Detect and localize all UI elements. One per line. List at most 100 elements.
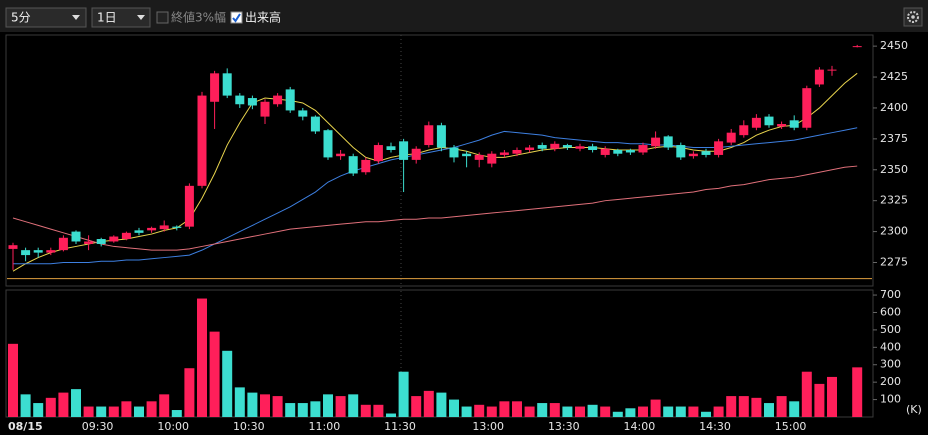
volume-bar [675, 406, 686, 417]
candle-body [714, 141, 724, 155]
volume-bar [335, 396, 346, 417]
y-tick-label: 2300 [880, 225, 908, 238]
volume-bar [814, 383, 825, 417]
volume-bar [234, 387, 245, 417]
dropdown-arrow [72, 15, 80, 20]
y-tick-label: 100 [880, 393, 901, 406]
volume-bar [789, 401, 800, 417]
volume-bar [852, 367, 863, 417]
price-panel [5, 34, 874, 287]
candle-body [84, 241, 94, 244]
candle-body [361, 159, 371, 173]
volume-bar [171, 410, 182, 417]
volume-bar [738, 396, 749, 417]
y-tick-label: 2425 [880, 70, 908, 83]
range-select[interactable] [91, 7, 151, 28]
volume-bar [612, 411, 623, 417]
candle-body [688, 153, 698, 157]
volume-bar [776, 396, 787, 417]
volume-bar [323, 394, 333, 417]
x-tick-label: 14:30 [699, 420, 731, 433]
y-tick-label: 300 [880, 358, 901, 371]
candle-body [424, 125, 434, 146]
candle-body [777, 124, 787, 127]
volume-bar [499, 401, 510, 417]
x-tick-label: 10:30 [233, 420, 265, 433]
candle-body [222, 73, 232, 96]
candle-body [172, 226, 182, 228]
y-tick-label: 2450 [880, 39, 908, 52]
y-tick-label: 2275 [880, 256, 908, 269]
candle-body [134, 230, 144, 233]
candle-body [449, 147, 459, 158]
volume-bar [348, 394, 359, 417]
volume-bar [423, 390, 434, 417]
candle-body [159, 225, 169, 230]
volume-bar [146, 401, 157, 417]
candle-body [550, 143, 560, 149]
candle-body [613, 149, 623, 154]
interval-select[interactable] [5, 7, 87, 28]
candle-body [487, 153, 497, 164]
candle-body [71, 231, 81, 242]
candle-body [373, 145, 383, 162]
candle-body [827, 69, 837, 71]
interval-value: 5分 [11, 11, 31, 25]
volume-bar [549, 403, 560, 417]
candle-body [764, 116, 774, 126]
volume-bar [575, 406, 585, 417]
volume-bar [297, 403, 308, 417]
candle-body [109, 236, 119, 242]
volume-bar [638, 406, 648, 417]
volume-bar [96, 406, 107, 417]
volume-bar [310, 401, 321, 417]
moving-average-line [12, 165, 858, 251]
candle-body [802, 88, 812, 128]
volume-bar [663, 406, 674, 417]
volume-bar [449, 399, 459, 417]
volume-bar [360, 404, 371, 417]
candle-body [751, 117, 761, 128]
y-tick-label: 400 [880, 340, 901, 353]
checkbox-volume[interactable] [230, 11, 243, 24]
candle-body [625, 149, 635, 153]
volume-bar [486, 406, 497, 417]
volume-bar [33, 403, 44, 417]
volume-bar [562, 406, 573, 417]
candle-body [235, 95, 245, 105]
candle-body [638, 145, 648, 153]
volume-bar [285, 403, 296, 417]
y-tick-label: 2375 [880, 132, 908, 145]
candle-body [562, 145, 572, 148]
volume-bar [222, 350, 233, 417]
checkbox-label: 終値3%幅 [171, 10, 226, 25]
candle-body [739, 125, 749, 136]
volume-bar [71, 389, 81, 417]
volume-bar [83, 406, 94, 417]
volume-bar [524, 406, 535, 417]
x-tick-label: 11:00 [309, 420, 341, 433]
candle-body [285, 89, 295, 111]
volume-bar [272, 396, 283, 417]
dropdown-arrow [137, 15, 145, 20]
volume-bar [625, 408, 636, 417]
candle-body [512, 149, 522, 154]
checkbox-close-range[interactable] [156, 11, 169, 24]
volume-bar [801, 371, 812, 417]
candle-body [336, 153, 346, 157]
volume-bar [713, 406, 724, 417]
candle-body [96, 239, 106, 244]
candle-body [348, 156, 358, 174]
candle-body [411, 148, 421, 160]
candle-body [298, 110, 308, 117]
volume-bar [751, 397, 762, 417]
candle-body [184, 185, 194, 227]
x-tick-label: 08/15 [8, 420, 43, 433]
volume-bar [411, 396, 422, 417]
candle-body [462, 153, 472, 157]
x-tick-label: 13:30 [548, 420, 580, 433]
volume-bar [827, 376, 837, 417]
candle-body [789, 120, 799, 128]
x-tick-label: 11:30 [384, 420, 416, 433]
